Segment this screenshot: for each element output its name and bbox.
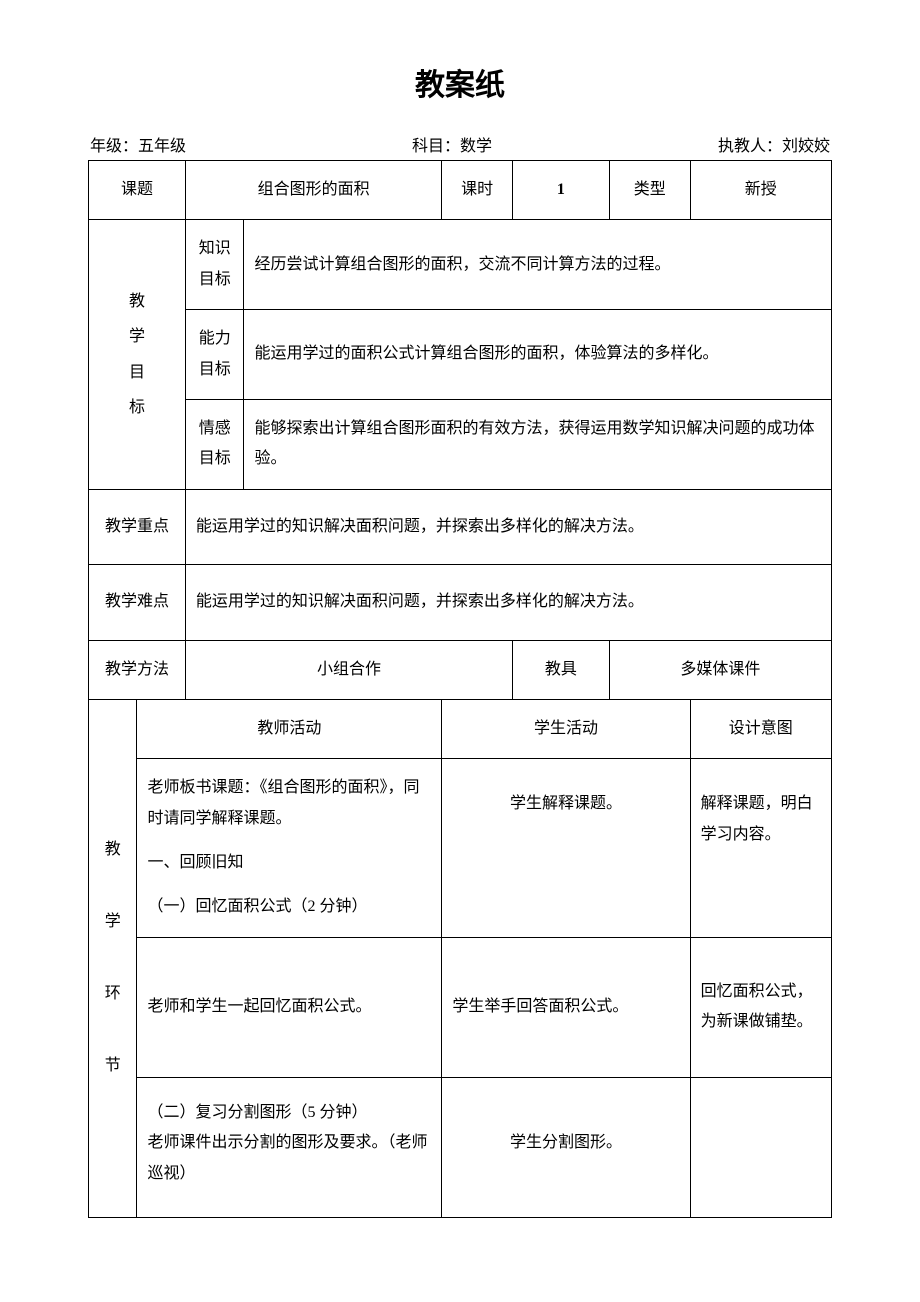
row-obj-emotion: 情感目标 能够探索出计算组合图形面积的有效方法，获得运用数学知识解决问题的成功体… [89,399,832,489]
proc-c2: 学 [99,886,126,958]
period-label: 课时 [442,161,513,220]
method-label: 教学方法 [89,640,186,699]
obj-c4: 标 [99,390,175,425]
proc-h-intent: 设计意图 [690,699,831,758]
proc1-teacher: 老师板书课题：《组合图形的面积》，同时请同学解释课题。 一、回顾旧知 （一）回忆… [137,759,442,938]
teacher-label: 执教人： [718,138,782,155]
proc3-student: 学生分割图形。 [442,1077,690,1217]
row-topic: 课题 组合图形的面积 课时 1 类型 新授 [89,161,832,220]
difficulty-label: 教学难点 [89,565,186,640]
method-text: 小组合作 [185,640,512,699]
proc2-teacher: 老师和学生一起回忆面积公式。 [137,937,442,1077]
proc-c1: 教 [99,814,126,886]
proc1-t3: （一）回忆面积公式（2 分钟） [147,892,431,922]
topic-value: 组合图形的面积 [185,161,441,220]
meta-grade: 年级：五年级 [90,132,186,156]
row-proc-2: 老师和学生一起回忆面积公式。 学生举手回答面积公式。 回忆面积公式，为新课做铺垫… [89,937,832,1077]
grade-label: 年级： [90,138,138,155]
subject-label: 科目： [412,138,460,155]
knowledge-label: 知识目标 [185,220,244,310]
proc-label: 教 学 环 节 [89,699,137,1217]
grade-value: 五年级 [138,138,186,155]
proc2-intent: 回忆面积公式，为新课做铺垫。 [690,937,831,1077]
proc-c4: 节 [99,1030,126,1102]
subject-value: 数学 [460,138,492,155]
emotion-text: 能够探索出计算组合图形面积的有效方法，获得运用数学知识解决问题的成功体验。 [244,399,832,489]
meta-teacher: 执教人：刘姣姣 [718,132,830,156]
proc1-t1: 老师板书课题：《组合图形的面积》，同时请同学解释课题。 [147,773,431,834]
tool-text: 多媒体课件 [609,640,831,699]
row-obj-ability: 能力目标 能运用学过的面积公式计算组合图形的面积，体验算法的多样化。 [89,310,832,400]
topic-label: 课题 [89,161,186,220]
proc3-t2: 老师课件出示分割的图形及要求。（老师巡视） [147,1128,431,1189]
row-obj-knowledge: 教 学 目 标 知识目标 经历尝试计算组合图形的面积，交流不同计算方法的过程。 [89,220,832,310]
ability-label: 能力目标 [185,310,244,400]
lesson-plan-table: 课题 组合图形的面积 课时 1 类型 新授 教 学 目 标 知识目标 经历尝试计… [88,160,832,1218]
proc1-student: 学生解释课题。 [442,759,690,938]
knowledge-text: 经历尝试计算组合图形的面积，交流不同计算方法的过程。 [244,220,832,310]
proc2-student: 学生举手回答面积公式。 [442,937,690,1077]
objectives-label: 教 学 目 标 [89,220,186,489]
proc-c3: 环 [99,958,126,1030]
meta-subject: 科目：数学 [412,132,492,156]
row-keypoint: 教学重点 能运用学过的知识解决面积问题，并探索出多样化的解决方法。 [89,489,832,564]
difficulty-text: 能运用学过的知识解决面积问题，并探索出多样化的解决方法。 [185,565,831,640]
proc3-intent [690,1077,831,1217]
proc3-teacher: （二）复习分割图形（5 分钟） 老师课件出示分割的图形及要求。（老师巡视） [137,1077,442,1217]
row-difficulty: 教学难点 能运用学过的知识解决面积问题，并探索出多样化的解决方法。 [89,565,832,640]
meta-row: 年级：五年级 科目：数学 执教人：刘姣姣 [88,132,832,156]
tool-label: 教具 [512,640,609,699]
teacher-value: 刘姣姣 [782,138,830,155]
keypoint-text: 能运用学过的知识解决面积问题，并探索出多样化的解决方法。 [185,489,831,564]
keypoint-label: 教学重点 [89,489,186,564]
proc-h-student: 学生活动 [442,699,690,758]
type-label: 类型 [609,161,690,220]
type-value: 新授 [690,161,831,220]
row-proc-header: 教 学 环 节 教师活动 学生活动 设计意图 [89,699,832,758]
proc1-t2: 一、回顾旧知 [147,848,431,878]
proc1-intent: 解释课题，明白学习内容。 [690,759,831,938]
period-value: 1 [512,161,609,220]
ability-text: 能运用学过的面积公式计算组合图形的面积，体验算法的多样化。 [244,310,832,400]
obj-c3: 目 [99,355,175,390]
obj-c2: 学 [99,319,175,354]
proc3-t1: （二）复习分割图形（5 分钟） [147,1098,431,1128]
row-proc-1: 老师板书课题：《组合图形的面积》，同时请同学解释课题。 一、回顾旧知 （一）回忆… [89,759,832,938]
row-proc-3: （二）复习分割图形（5 分钟） 老师课件出示分割的图形及要求。（老师巡视） 学生… [89,1077,832,1217]
row-method: 教学方法 小组合作 教具 多媒体课件 [89,640,832,699]
page-title: 教案纸 [88,60,832,104]
obj-c1: 教 [99,284,175,319]
proc-h-teacher: 教师活动 [137,699,442,758]
emotion-label: 情感目标 [185,399,244,489]
